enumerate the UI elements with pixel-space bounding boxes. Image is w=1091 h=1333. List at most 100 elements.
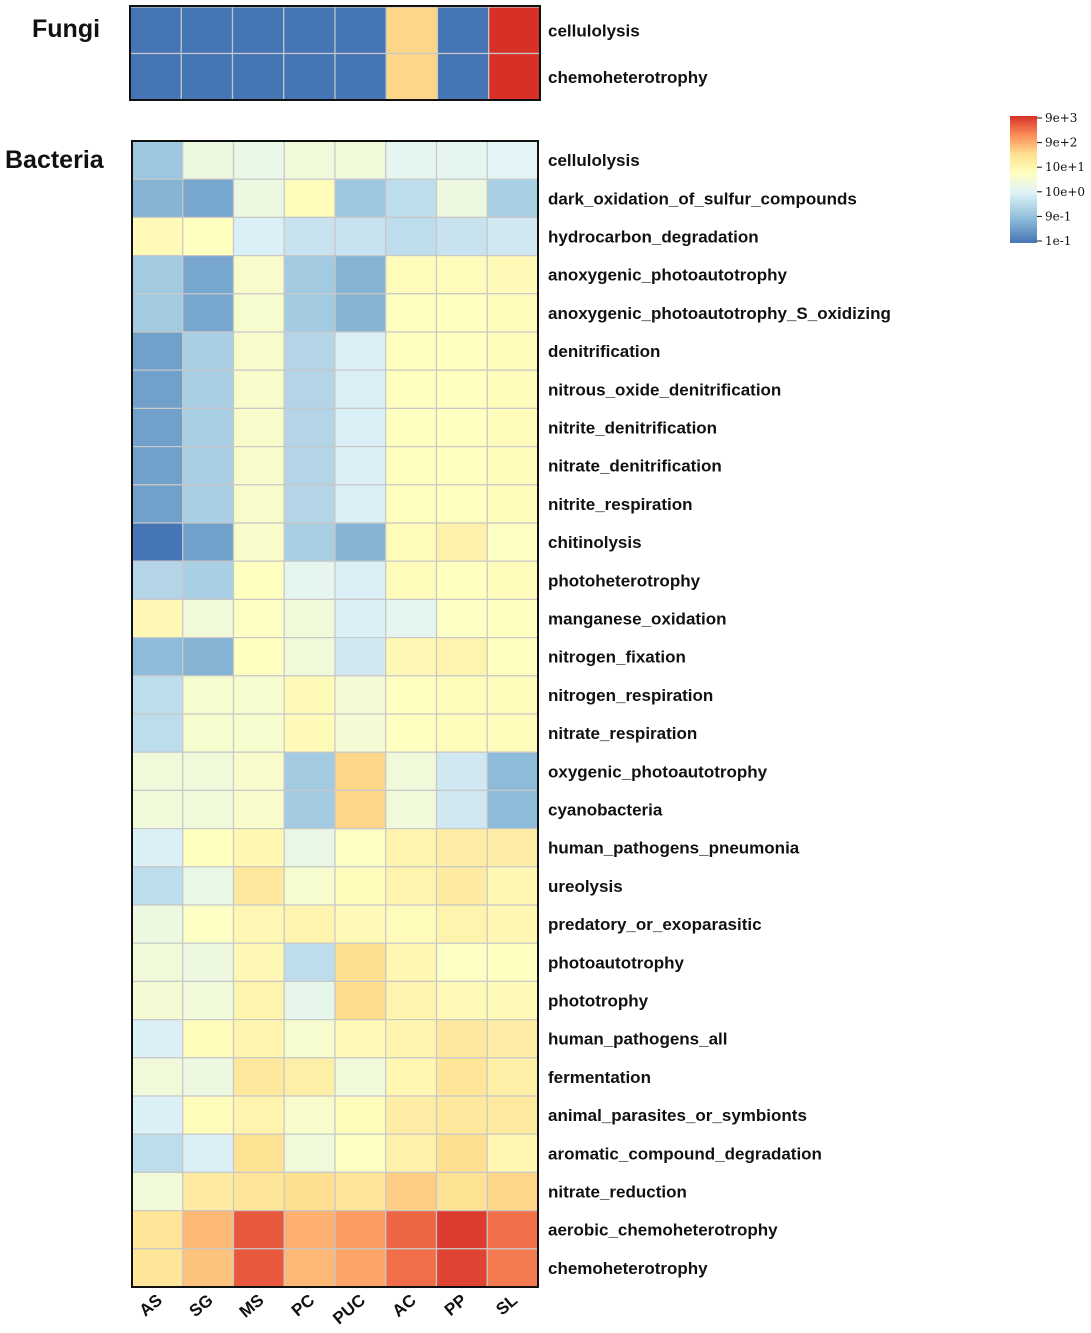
bacteria-row-label: nitrite_respiration: [548, 495, 693, 514]
bacteria-cell-anoxygenic-photoautotrophy-s-oxidizing-pc: [283, 293, 336, 333]
bacteria-cell-animal-parasites-or-symbionts-ac: [385, 1095, 438, 1135]
bacteria-cell-anoxygenic-photoautotrophy-s-oxidizing-sl: [486, 293, 539, 333]
fungi-panel-title: Fungi: [32, 15, 100, 43]
bacteria-cell-animal-parasites-or-symbionts-ms: [232, 1095, 285, 1135]
bacteria-cell-phototrophy-ms: [232, 980, 285, 1021]
bacteria-cell-denitrification-as: [131, 331, 184, 371]
bacteria-cell-fermentation-sl: [486, 1057, 539, 1097]
bacteria-cell-human-pathogens-all-pc: [283, 1018, 336, 1059]
bacteria-cell-nitrate-respiration-pc: [283, 713, 336, 753]
bacteria-cell-nitrogen-respiration-ms: [232, 675, 285, 715]
bacteria-row-label: ureolysis: [548, 877, 623, 896]
bacteria-cell-photoheterotrophy-ac: [385, 560, 438, 601]
bacteria-cell-anoxygenic-photoautotrophy-as: [131, 255, 184, 295]
fungi-heatmap: [129, 6, 541, 101]
bacteria-cell-nitrogen-fixation-puc: [334, 636, 387, 677]
fungi-cell-cellulolysis-puc: [334, 6, 387, 55]
fungi-cell-cellulolysis-sg: [180, 6, 234, 55]
bacteria-cell-manganese-oxidation-sl: [486, 598, 539, 639]
bacteria-cell-photoheterotrophy-pc: [283, 560, 336, 601]
bacteria-cell-ureolysis-pc: [283, 866, 336, 906]
bacteria-panel-title: Bacteria: [5, 146, 105, 174]
bacteria-cell-ureolysis-sl: [486, 866, 539, 906]
bacteria-cell-oxygenic-photoautotrophy-ms: [232, 751, 285, 792]
bacteria-cell-nitrite-denitrification-sl: [486, 407, 539, 448]
bacteria-cell-predatory-or-exoparasitic-ms: [232, 904, 285, 944]
bacteria-cell-photoautotrophy-pp: [435, 942, 488, 983]
bacteria-cell-human-pathogens-all-pp: [435, 1018, 488, 1059]
bacteria-cell-nitrogen-fixation-sg: [182, 636, 235, 677]
bacteria-cell-aerobic-chemoheterotrophy-puc: [334, 1209, 387, 1250]
bacteria-cell-anoxygenic-photoautotrophy-s-oxidizing-pp: [435, 293, 488, 333]
fungi-cell-chemoheterotrophy-sg: [180, 52, 234, 101]
bacteria-cell-phototrophy-puc: [334, 980, 387, 1021]
bacteria-cell-denitrification-sl: [486, 331, 539, 371]
bacteria-cell-chemoheterotrophy-sl: [486, 1248, 539, 1288]
bacteria-cell-phototrophy-ac: [385, 980, 438, 1021]
fungi-cell-chemoheterotrophy-pc: [283, 52, 336, 101]
bacteria-row-label: nitrogen_respiration: [548, 686, 713, 705]
bacteria-cell-cyanobacteria-pp: [435, 789, 488, 830]
bacteria-row-label: predatory_or_exoparasitic: [548, 915, 762, 934]
bacteria-cell-human-pathogens-pneumonia-ms: [232, 827, 285, 868]
bacteria-cell-cellulolysis-puc: [334, 140, 387, 180]
bacteria-cell-fermentation-pc: [283, 1057, 336, 1097]
bacteria-cell-cellulolysis-sg: [182, 140, 235, 180]
bacteria-cell-nitrate-denitrification-ms: [232, 446, 285, 486]
bacteria-cell-denitrification-puc: [334, 331, 387, 371]
bacteria-cell-anoxygenic-photoautotrophy-ms: [232, 255, 285, 295]
bacteria-cell-human-pathogens-pneumonia-pc: [283, 827, 336, 868]
bacteria-cell-aerobic-chemoheterotrophy-ac: [385, 1209, 438, 1250]
bacteria-cell-nitrite-respiration-pp: [435, 484, 488, 524]
bacteria-row-label: human_pathogens_all: [548, 1030, 727, 1049]
bacteria-cell-nitrogen-fixation-pc: [283, 636, 336, 677]
bacteria-cell-nitrate-respiration-pp: [435, 713, 488, 753]
bacteria-cell-aerobic-chemoheterotrophy-pp: [435, 1209, 488, 1250]
fungi-cell-chemoheterotrophy-ac: [385, 52, 439, 101]
bacteria-cell-hydrocarbon-degradation-ac: [385, 216, 438, 257]
bacteria-cell-chitinolysis-ac: [385, 522, 438, 562]
bacteria-cell-chitinolysis-ms: [232, 522, 285, 562]
fungi-row-label: chemoheterotrophy: [548, 68, 708, 87]
bacteria-cell-nitrate-denitrification-pp: [435, 446, 488, 486]
bacteria-cell-aromatic-compound-degradation-puc: [334, 1133, 387, 1173]
bacteria-cell-ureolysis-sg: [182, 866, 235, 906]
legend-label: 10e+0: [1045, 185, 1085, 199]
fungi-cell-chemoheterotrophy-ms: [231, 52, 285, 101]
bacteria-cell-cyanobacteria-puc: [334, 789, 387, 830]
bacteria-row-label: photoheterotrophy: [548, 571, 701, 590]
bacteria-cell-nitrite-denitrification-as: [131, 407, 184, 448]
bacteria-cell-nitrogen-respiration-ac: [385, 675, 438, 715]
bacteria-cell-cellulolysis-pc: [283, 140, 336, 180]
fungi-cell-chemoheterotrophy-pp: [436, 52, 490, 101]
bacteria-cell-anoxygenic-photoautotrophy-s-oxidizing-ac: [385, 293, 438, 333]
bacteria-cell-animal-parasites-or-symbionts-pc: [283, 1095, 336, 1135]
bacteria-cell-fermentation-as: [131, 1057, 184, 1097]
bacteria-cell-chitinolysis-pc: [283, 522, 336, 562]
bacteria-cell-anoxygenic-photoautotrophy-sl: [486, 255, 539, 295]
column-label-puc: PUC: [329, 1291, 369, 1329]
bacteria-row-label: chitinolysis: [548, 533, 642, 552]
bacteria-cell-ureolysis-as: [131, 866, 184, 906]
bacteria-cell-anoxygenic-photoautotrophy-s-oxidizing-ms: [232, 293, 285, 333]
bacteria-cell-anoxygenic-photoautotrophy-ac: [385, 255, 438, 295]
bacteria-cell-predatory-or-exoparasitic-puc: [334, 904, 387, 944]
bacteria-cell-nitrogen-respiration-sg: [182, 675, 235, 715]
bacteria-cell-nitrogen-respiration-pc: [283, 675, 336, 715]
bacteria-cell-chitinolysis-as: [131, 522, 184, 562]
bacteria-cell-photoheterotrophy-pp: [435, 560, 488, 601]
bacteria-cell-aerobic-chemoheterotrophy-sg: [182, 1209, 235, 1250]
bacteria-row-label: nitrate_denitrification: [548, 457, 722, 476]
bacteria-cell-chitinolysis-sg: [182, 522, 235, 562]
bacteria-cell-nitrate-denitrification-puc: [334, 446, 387, 486]
bacteria-cell-predatory-or-exoparasitic-sl: [486, 904, 539, 944]
bacteria-cell-aromatic-compound-degradation-ms: [232, 1133, 285, 1173]
bacteria-row-label: human_pathogens_pneumonia: [548, 839, 800, 858]
bacteria-cell-aromatic-compound-degradation-as: [131, 1133, 184, 1173]
bacteria-cell-manganese-oxidation-sg: [182, 598, 235, 639]
bacteria-cell-nitrite-denitrification-sg: [182, 407, 235, 448]
bacteria-cell-predatory-or-exoparasitic-pc: [283, 904, 336, 944]
bacteria-cell-nitrate-reduction-ac: [385, 1171, 438, 1212]
fungi-cell-cellulolysis-pc: [283, 6, 336, 55]
bacteria-cell-nitrate-reduction-pc: [283, 1171, 336, 1212]
